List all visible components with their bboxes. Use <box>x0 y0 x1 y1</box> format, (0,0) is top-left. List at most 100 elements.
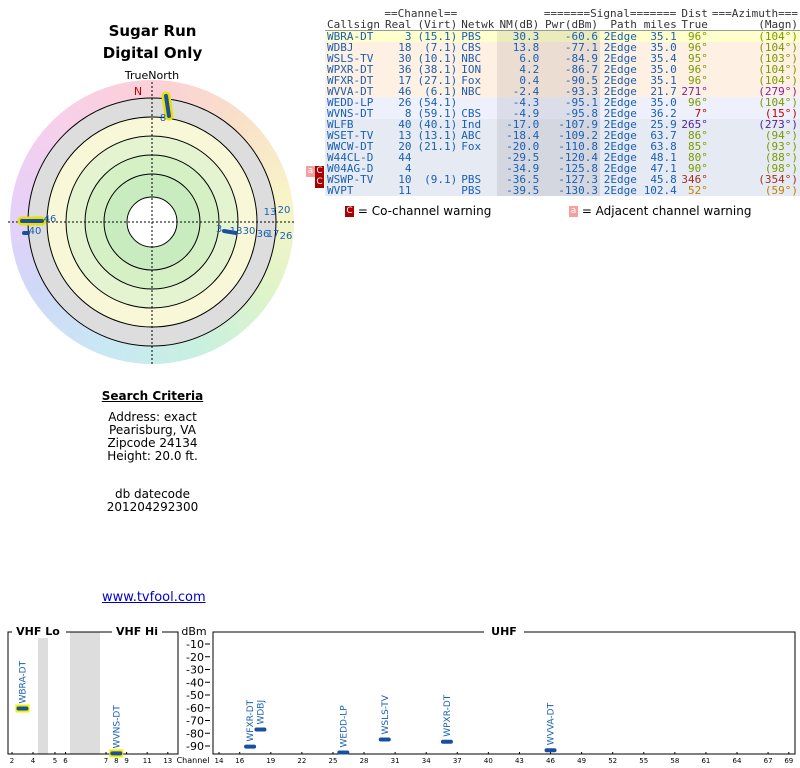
cell: (21.1) <box>417 140 458 153</box>
x-tick-label: 61 <box>701 757 710 765</box>
station-label: WBRA-DT <box>19 660 29 703</box>
cell: miles <box>638 19 679 31</box>
y-tick-label: -90 <box>186 740 204 753</box>
marker-label: 36 <box>257 229 270 240</box>
y-tick-label: -40 <box>186 676 204 689</box>
cell: 2Edge <box>603 129 637 142</box>
station-label: WDBJ <box>256 700 266 725</box>
cell: 85° <box>687 140 708 153</box>
co-mark: C <box>315 177 324 188</box>
cell: (10.1) <box>417 52 458 65</box>
datecode-label: db datecode <box>114 487 191 501</box>
co-text: = Co-channel warning <box>357 204 492 218</box>
cell: 7° <box>694 107 708 120</box>
cell: -130.3 <box>541 185 601 196</box>
x-tick-label: 5 <box>53 757 57 765</box>
cell: (273°) <box>758 118 798 131</box>
cell: 35.0 <box>650 63 677 76</box>
co-symbol: C <box>345 206 354 217</box>
site-link[interactable]: www.tvfool.com <box>102 590 206 605</box>
y-tick-label: -80 <box>186 727 204 740</box>
cell: (40.1) <box>417 118 458 131</box>
cell: 35.0 <box>650 96 677 109</box>
station-row: WDBJ 18 (7.1) CBS 13.8 -77.1 2Edge 35.0 96° (104°… <box>325 42 800 53</box>
cell: -36.5 <box>496 174 542 185</box>
cell: (54.1) <box>417 96 458 109</box>
cell: 21.7 <box>650 85 677 98</box>
cell: 6.0 <box>496 53 542 64</box>
station-row: WPXR-DT 36 (38.1) ION 4.2 -86.7 2Edge 35.0 96° (1… <box>325 64 800 75</box>
station-label: WPXR-DT <box>443 694 453 737</box>
cell: (9.1) <box>424 173 458 186</box>
title: Sugar Run <box>108 22 197 40</box>
cell: W04AG-D <box>327 162 374 175</box>
cell: 47.1 <box>650 162 677 175</box>
x-tick-label: 13 <box>163 757 172 765</box>
cell: 20 <box>398 140 412 153</box>
band-label: VHF Hi <box>116 625 158 638</box>
x-tick-label: 19 <box>266 757 275 765</box>
cell: (104°) <box>758 63 798 76</box>
x-tick-label: 11 <box>143 757 152 765</box>
cell <box>413 152 459 163</box>
cell: 3 <box>404 30 412 43</box>
cell: -4.3 <box>496 97 542 108</box>
station-row: WSLS-TV 30 (10.1) NBC 6.0 -84.9 2Edge 35.4 95° (1… <box>325 53 800 64</box>
cell: PBS <box>461 184 482 197</box>
marker-label: 30 <box>243 226 256 237</box>
cell: 2Edge <box>603 140 637 153</box>
station-label: WFXR-DT <box>246 699 256 741</box>
title-block: Sugar Run Digital Only <box>60 20 245 64</box>
cell: PBS <box>461 30 482 43</box>
header-row: ==Channel== =======Signal======= Dist ===Az… <box>325 8 800 19</box>
cell: 36.2 <box>650 107 677 120</box>
cell: 4.2 <box>496 64 542 75</box>
cell: 2Edge <box>603 52 637 65</box>
cell: Real <box>382 19 414 31</box>
cell: Fox <box>461 74 482 87</box>
station-row: W44CL-D 44 -29.5 -120.4 2Edge 48.1 80° (88°) <box>325 152 800 163</box>
station-marker <box>222 229 238 235</box>
x-tick-label: 4 <box>31 757 36 765</box>
marker-label: 26 <box>280 231 293 242</box>
x-tick-label: 49 <box>577 757 586 765</box>
cell: WDBJ <box>327 41 354 54</box>
cell: 40 <box>398 118 412 131</box>
x-tick-label: 69 <box>784 757 793 765</box>
cell: 271° <box>681 85 708 98</box>
cell: -110.8 <box>541 141 601 152</box>
cell: -77.1 <box>541 42 601 53</box>
cell: Netwk <box>459 19 497 31</box>
cell: (354°) <box>758 173 798 186</box>
station-table: ==Channel== =======Signal======= Dist ===Az… <box>325 8 800 196</box>
cell: 2Edge <box>603 118 637 131</box>
cell: 13.8 <box>496 42 542 53</box>
cell: (Virt) <box>413 19 460 31</box>
cell: 86° <box>687 129 708 142</box>
cell: (15.1) <box>417 30 458 43</box>
cell: Path <box>600 19 639 31</box>
cell: NBC <box>461 85 482 98</box>
cell <box>459 152 497 163</box>
station-label: WSLS-TV <box>381 694 391 734</box>
cell: (7.1) <box>424 41 458 54</box>
x-tick-label: 31 <box>391 757 400 765</box>
cell: 13 <box>398 129 412 142</box>
station-row: WBRA-DT 3 (15.1) PBS 30.3 -60.6 2Edge 35.1 96° (1… <box>325 30 800 43</box>
cell: 8 <box>404 107 412 120</box>
cell: -95.1 <box>541 97 601 108</box>
station-row: WLFB 40 (40.1) Ind -17.0 -107.9 2Edge 25.9 265° (… <box>325 119 800 130</box>
band-label: VHF Lo <box>16 625 60 638</box>
station-label: WVNS-DT <box>112 705 122 749</box>
cell: -120.4 <box>541 152 601 163</box>
cell: 30 <box>398 52 412 65</box>
cell: WLFB <box>327 118 354 131</box>
cell: -34.9 <box>496 163 542 174</box>
cell: True <box>678 19 710 31</box>
station-row: WVPT 11 PBS -39.5 -130.3 2Edge 102.4 52° (59°) <box>325 185 800 196</box>
cell: 17 <box>398 74 412 87</box>
cell: 46 <box>398 85 412 98</box>
cell: =======Signal======= <box>543 7 677 20</box>
